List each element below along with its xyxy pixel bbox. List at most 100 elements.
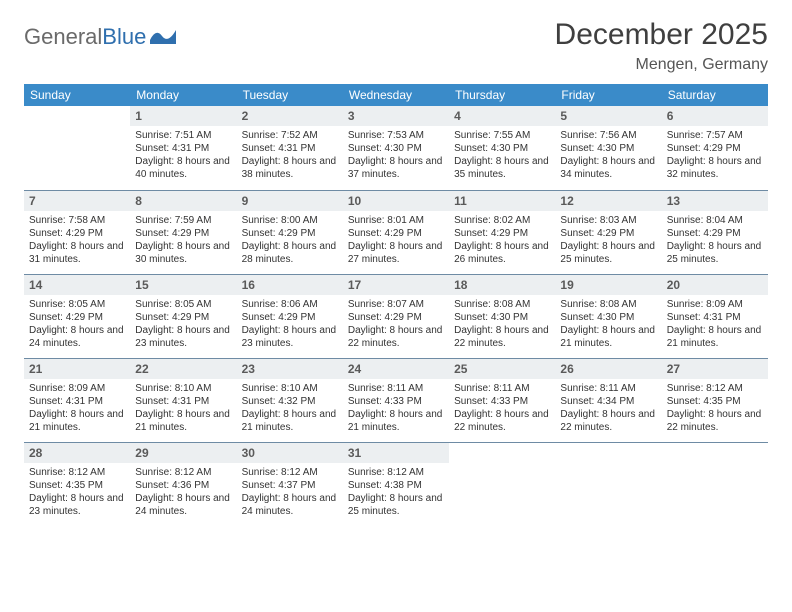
daylight-line: Daylight: 8 hours and 23 minutes. <box>29 492 125 518</box>
daylight-line: Daylight: 8 hours and 21 minutes. <box>29 408 125 434</box>
sunrise-line: Sunrise: 8:05 AM <box>29 298 125 311</box>
day-number: 23 <box>237 359 343 379</box>
sunset-line: Sunset: 4:29 PM <box>667 227 763 240</box>
sunrise-line: Sunrise: 8:04 AM <box>667 214 763 227</box>
sunset-line: Sunset: 4:29 PM <box>29 311 125 324</box>
day-number: 9 <box>237 191 343 211</box>
daylight-line: Daylight: 8 hours and 21 minutes. <box>348 408 444 434</box>
daylight-line: Daylight: 8 hours and 28 minutes. <box>242 240 338 266</box>
day-number: 31 <box>343 443 449 463</box>
calendar-row: 14Sunrise: 8:05 AMSunset: 4:29 PMDayligh… <box>24 274 768 358</box>
daylight-line: Daylight: 8 hours and 21 minutes. <box>242 408 338 434</box>
sunset-line: Sunset: 4:32 PM <box>242 395 338 408</box>
calendar-cell: 9Sunrise: 8:00 AMSunset: 4:29 PMDaylight… <box>237 190 343 274</box>
logo-text: GeneralBlue <box>24 24 146 50</box>
day-number: 25 <box>449 359 555 379</box>
daylight-line: Daylight: 8 hours and 21 minutes. <box>135 408 231 434</box>
logo-text-general: General <box>24 24 102 49</box>
daylight-line: Daylight: 8 hours and 23 minutes. <box>242 324 338 350</box>
sunset-line: Sunset: 4:31 PM <box>242 142 338 155</box>
day-number: 12 <box>555 191 661 211</box>
sunset-line: Sunset: 4:31 PM <box>29 395 125 408</box>
sunrise-line: Sunrise: 8:05 AM <box>135 298 231 311</box>
calendar-cell: 21Sunrise: 8:09 AMSunset: 4:31 PMDayligh… <box>24 358 130 442</box>
calendar-cell: 13Sunrise: 8:04 AMSunset: 4:29 PMDayligh… <box>662 190 768 274</box>
calendar-cell: 29Sunrise: 8:12 AMSunset: 4:36 PMDayligh… <box>130 442 236 526</box>
sunrise-line: Sunrise: 8:12 AM <box>348 466 444 479</box>
day-number: 22 <box>130 359 236 379</box>
calendar-table: SundayMondayTuesdayWednesdayThursdayFrid… <box>24 84 768 526</box>
day-body: Sunrise: 8:12 AMSunset: 4:35 PMDaylight:… <box>24 463 130 523</box>
daylight-line: Daylight: 8 hours and 21 minutes. <box>560 324 656 350</box>
day-body: Sunrise: 8:11 AMSunset: 4:33 PMDaylight:… <box>343 379 449 439</box>
daylight-line: Daylight: 8 hours and 30 minutes. <box>135 240 231 266</box>
sunset-line: Sunset: 4:29 PM <box>667 142 763 155</box>
day-body: Sunrise: 7:56 AMSunset: 4:30 PMDaylight:… <box>555 126 661 186</box>
logo: GeneralBlue <box>24 18 176 50</box>
header: GeneralBlue December 2025 Mengen, German… <box>24 18 768 74</box>
daylight-line: Daylight: 8 hours and 22 minutes. <box>454 408 550 434</box>
day-body: Sunrise: 8:09 AMSunset: 4:31 PMDaylight:… <box>24 379 130 439</box>
day-body: Sunrise: 8:01 AMSunset: 4:29 PMDaylight:… <box>343 211 449 271</box>
calendar-cell: 10Sunrise: 8:01 AMSunset: 4:29 PMDayligh… <box>343 190 449 274</box>
day-number: 29 <box>130 443 236 463</box>
day-number: 11 <box>449 191 555 211</box>
day-number: 18 <box>449 275 555 295</box>
daylight-line: Daylight: 8 hours and 21 minutes. <box>667 324 763 350</box>
day-body: Sunrise: 8:11 AMSunset: 4:34 PMDaylight:… <box>555 379 661 439</box>
sunrise-line: Sunrise: 8:12 AM <box>29 466 125 479</box>
calendar-cell: 5Sunrise: 7:56 AMSunset: 4:30 PMDaylight… <box>555 106 661 190</box>
location-label: Mengen, Germany <box>555 56 768 74</box>
daylight-line: Daylight: 8 hours and 38 minutes. <box>242 155 338 181</box>
sunrise-line: Sunrise: 8:09 AM <box>29 382 125 395</box>
day-body: Sunrise: 8:03 AMSunset: 4:29 PMDaylight:… <box>555 211 661 271</box>
calendar-cell: 24Sunrise: 8:11 AMSunset: 4:33 PMDayligh… <box>343 358 449 442</box>
sunset-line: Sunset: 4:35 PM <box>29 479 125 492</box>
day-body: Sunrise: 7:55 AMSunset: 4:30 PMDaylight:… <box>449 126 555 186</box>
day-body: Sunrise: 7:57 AMSunset: 4:29 PMDaylight:… <box>662 126 768 186</box>
calendar-cell: 3Sunrise: 7:53 AMSunset: 4:30 PMDaylight… <box>343 106 449 190</box>
day-body: Sunrise: 8:09 AMSunset: 4:31 PMDaylight:… <box>662 295 768 355</box>
day-body: Sunrise: 8:11 AMSunset: 4:33 PMDaylight:… <box>449 379 555 439</box>
calendar-cell: 16Sunrise: 8:06 AMSunset: 4:29 PMDayligh… <box>237 274 343 358</box>
weekday-header: Saturday <box>662 84 768 106</box>
sunset-line: Sunset: 4:30 PM <box>560 142 656 155</box>
daylight-line: Daylight: 8 hours and 37 minutes. <box>348 155 444 181</box>
sunrise-line: Sunrise: 8:08 AM <box>560 298 656 311</box>
sunrise-line: Sunrise: 8:03 AM <box>560 214 656 227</box>
sunset-line: Sunset: 4:29 PM <box>454 227 550 240</box>
day-body: Sunrise: 7:59 AMSunset: 4:29 PMDaylight:… <box>130 211 236 271</box>
calendar-cell: 31Sunrise: 8:12 AMSunset: 4:38 PMDayligh… <box>343 442 449 526</box>
calendar-cell: 17Sunrise: 8:07 AMSunset: 4:29 PMDayligh… <box>343 274 449 358</box>
sunset-line: Sunset: 4:29 PM <box>560 227 656 240</box>
day-number: 15 <box>130 275 236 295</box>
day-body: Sunrise: 7:52 AMSunset: 4:31 PMDaylight:… <box>237 126 343 186</box>
sunset-line: Sunset: 4:29 PM <box>135 311 231 324</box>
calendar-row: 7Sunrise: 7:58 AMSunset: 4:29 PMDaylight… <box>24 190 768 274</box>
weekday-header: Tuesday <box>237 84 343 106</box>
calendar-cell: 2Sunrise: 7:52 AMSunset: 4:31 PMDaylight… <box>237 106 343 190</box>
sunrise-line: Sunrise: 8:06 AM <box>242 298 338 311</box>
sunrise-line: Sunrise: 7:58 AM <box>29 214 125 227</box>
calendar-cell: 26Sunrise: 8:11 AMSunset: 4:34 PMDayligh… <box>555 358 661 442</box>
calendar-cell: 15 Sunrise: 8:05 AMSunset: 4:29 PMDayligh… <box>130 274 236 358</box>
calendar-cell: 11Sunrise: 8:02 AMSunset: 4:29 PMDayligh… <box>449 190 555 274</box>
sunrise-line: Sunrise: 8:01 AM <box>348 214 444 227</box>
daylight-line: Daylight: 8 hours and 31 minutes. <box>29 240 125 266</box>
sunrise-line: Sunrise: 7:53 AM <box>348 129 444 142</box>
calendar-cell: 20Sunrise: 8:09 AMSunset: 4:31 PMDayligh… <box>662 274 768 358</box>
daylight-line: Daylight: 8 hours and 22 minutes. <box>560 408 656 434</box>
calendar-cell: 7Sunrise: 7:58 AMSunset: 4:29 PMDaylight… <box>24 190 130 274</box>
calendar-cell: 22Sunrise: 8:10 AMSunset: 4:31 PMDayligh… <box>130 358 236 442</box>
day-number: 7 <box>24 191 130 211</box>
calendar-body: 1Sunrise: 7:51 AMSunset: 4:31 PMDaylight… <box>24 106 768 526</box>
calendar-cell: 12Sunrise: 8:03 AMSunset: 4:29 PMDayligh… <box>555 190 661 274</box>
sunrise-line: Sunrise: 8:12 AM <box>242 466 338 479</box>
day-number: 3 <box>343 106 449 126</box>
sunset-line: Sunset: 4:29 PM <box>135 227 231 240</box>
daylight-line: Daylight: 8 hours and 23 minutes. <box>135 324 231 350</box>
weekday-header: Thursday <box>449 84 555 106</box>
daylight-line: Daylight: 8 hours and 22 minutes. <box>348 324 444 350</box>
sunset-line: Sunset: 4:30 PM <box>454 142 550 155</box>
page-title: December 2025 <box>555 18 768 52</box>
